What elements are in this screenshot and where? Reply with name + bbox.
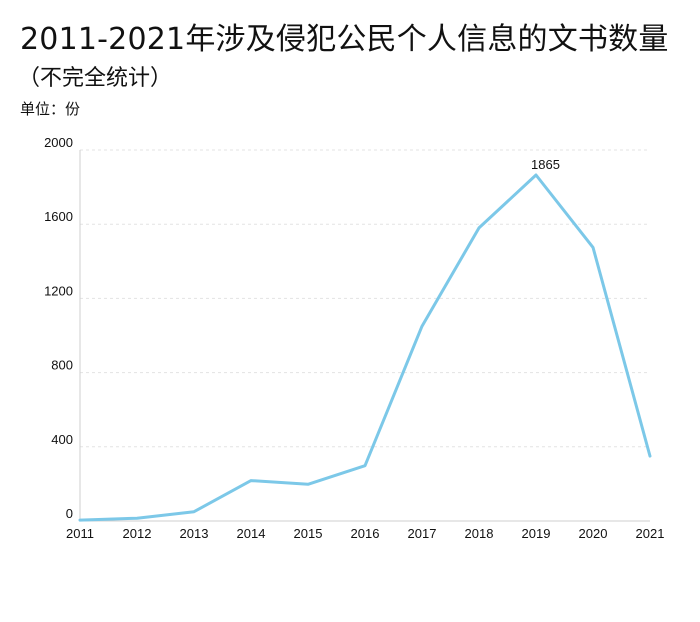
- x-axis-ticks: 2011 2012 2013 2014 2015 2016 2017 2018 2019 2020…: [66, 526, 664, 541]
- y-tick-label-1600: 1600: [44, 209, 73, 224]
- x-tick-label-2018: 2018: [465, 526, 494, 541]
- grid-lines: [80, 149, 650, 448]
- chart-subtitle: （不完全统计）: [18, 66, 173, 91]
- x-tick-label-2011: 2011: [66, 526, 94, 541]
- unit-label: 单位：份: [20, 100, 81, 118]
- x-tick-label-2019: 2019: [522, 526, 551, 541]
- x-tick-label-2014: 2014: [237, 526, 266, 541]
- x-tick-label-2012: 2012: [123, 526, 152, 541]
- y-tick-label-800: 800: [51, 358, 73, 373]
- x-tick-label-2017: 2017: [408, 526, 437, 541]
- y-tick-label-0: 0: [66, 506, 73, 521]
- x-tick-label-2020: 2020: [579, 526, 608, 541]
- y-axis-ticks: 0 400 800 1200 1600 2000: [44, 135, 73, 521]
- y-tick-label-2000: 2000: [44, 135, 73, 150]
- y-tick-label-1200: 1200: [44, 283, 73, 298]
- series-line-0: [78, 173, 652, 522]
- x-tick-label-2021: 2021: [636, 526, 665, 541]
- x-tick-label-2013: 2013: [180, 526, 209, 541]
- x-tick-label-2016: 2016: [351, 526, 380, 541]
- y-tick-label-400: 400: [51, 432, 73, 447]
- axes: [79, 150, 650, 522]
- data-label-2019: 1865: [531, 157, 560, 172]
- chart-title: 2011-2021年涉及侵犯公民个人信息的文书数量: [20, 22, 669, 57]
- x-tick-label-2015: 2015: [294, 526, 323, 541]
- series-lines: [78, 173, 652, 522]
- data-labels: 1865: [531, 157, 560, 172]
